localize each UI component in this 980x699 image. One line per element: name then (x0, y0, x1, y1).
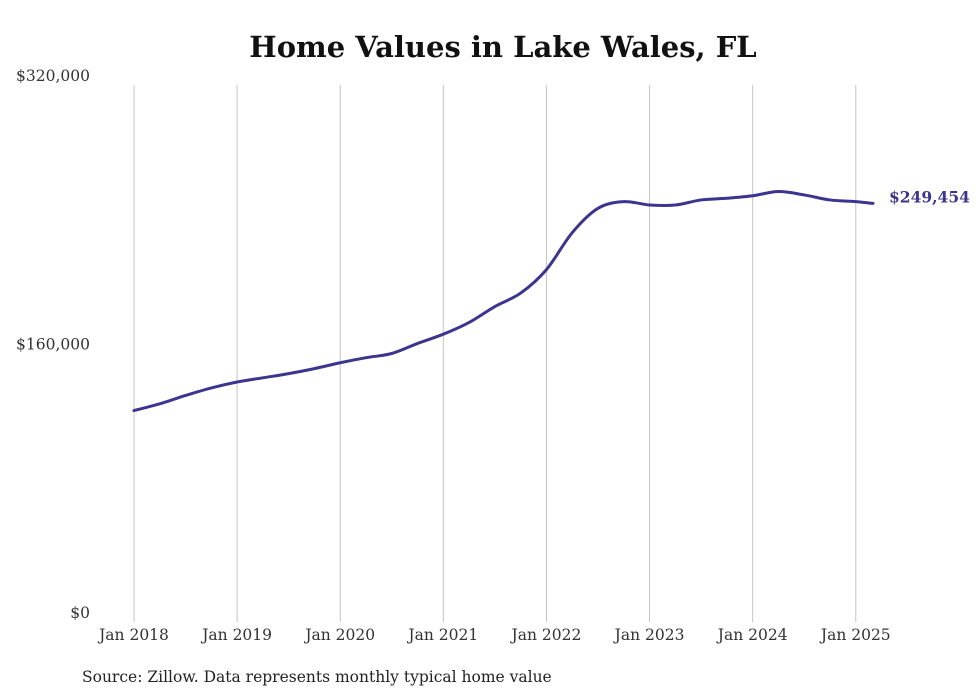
source-note: Source: Zillow. Data represents monthly … (82, 668, 552, 686)
y-axis-tick-labels: $0 $160,000 $320,000 (16, 67, 90, 622)
x-tick-label: Jan 2019 (200, 626, 272, 644)
x-tick-label: Jan 2018 (97, 626, 169, 644)
x-tick-label: Jan 2020 (303, 626, 375, 644)
y-tick-label: $320,000 (16, 67, 90, 85)
x-tick-label: Jan 2023 (613, 626, 685, 644)
x-tick-label: Jan 2022 (510, 626, 582, 644)
y-tick-label: $160,000 (16, 336, 90, 354)
x-tick-label: Jan 2024 (716, 626, 788, 644)
y-tick-label: $0 (70, 604, 90, 622)
x-tick-label: Jan 2021 (406, 626, 478, 644)
x-axis-tick-labels: Jan 2018 Jan 2019 Jan 2020 Jan 2021 Jan 2022… (97, 626, 891, 644)
latest-value-label: $249,454 (889, 187, 970, 206)
grid-lines (133, 85, 857, 622)
x-tick-label: Jan 2025 (819, 626, 891, 644)
chart-title: Home Values in Lake Wales, FL (249, 30, 757, 64)
home-value-series-line (132, 190, 875, 413)
